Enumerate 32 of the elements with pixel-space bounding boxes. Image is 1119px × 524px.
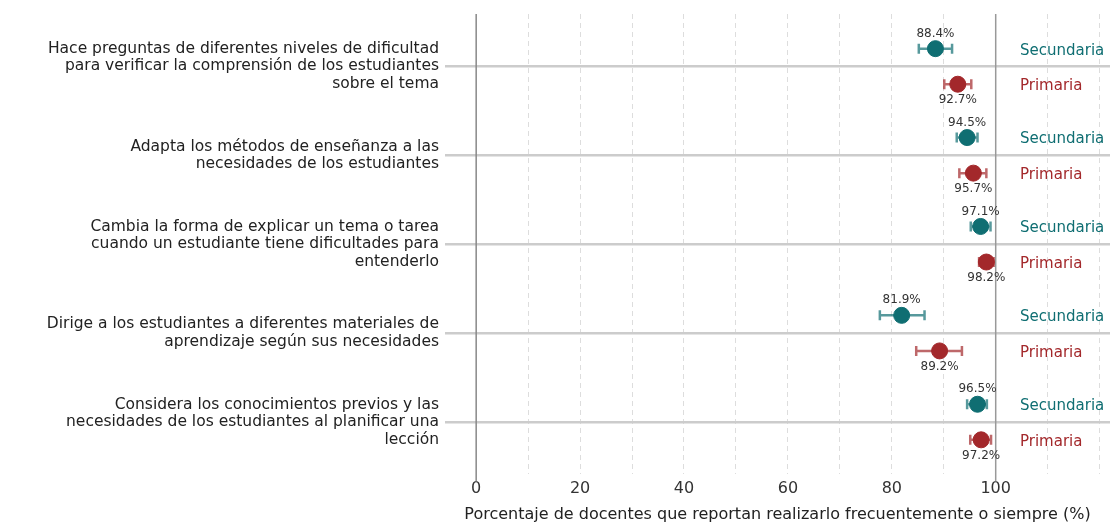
data-label: 81.9% — [882, 292, 921, 307]
data-label: 97.2% — [962, 447, 1001, 462]
text: Primaria — [1020, 431, 1083, 450]
text: Secundaria — [1020, 129, 1105, 148]
text: Secundaria — [1020, 307, 1105, 326]
data-label: 95.7% — [954, 181, 993, 196]
data-label: 96.5% — [958, 381, 997, 396]
y-tick-label: Cambia la forma de explicar un tema o tarea cuando un estudiante tiene dificultades para entenderlo — [90, 216, 439, 270]
text: Secundaria — [1020, 40, 1105, 59]
text: Secundaria — [1020, 218, 1105, 237]
y-tick-label: Hace preguntas de diferentes niveles de dificultad para verificar la comprensión de los estudiantes sobre el tema — [47, 38, 439, 92]
text: Primaria — [1020, 76, 1083, 95]
data-label: 88.4% — [916, 25, 955, 40]
data-label: 98.2% — [967, 270, 1006, 285]
text: Secundaria — [1020, 396, 1105, 415]
text: Primaria — [1020, 165, 1083, 184]
text: Primaria — [1020, 342, 1083, 361]
x-axis-title: Porcentaje de docentes que reportan realizarlo frecuentemente o siempre (%) — [464, 503, 1091, 523]
y-tick-label: Considera los conocimientos previos y las necesidades de los estudiantes al planificar una lección — [66, 394, 439, 448]
data-label: 97.1% — [961, 203, 1000, 218]
series-label: Primaria — [1020, 253, 1083, 272]
x-tick-label: 100 — [980, 478, 1011, 498]
y-tick-label: Dirige a los estudiantes a diferentes materiales de aprendizaje según sus necesidades — [46, 314, 439, 350]
x-tick-label: 60 — [777, 478, 799, 498]
data-label: 92.7% — [938, 92, 977, 107]
data-label: 89.2% — [920, 359, 959, 374]
y-tick-label: Adapta los métodos de enseñanza a las necesidades de los estudiantes — [130, 136, 439, 173]
x-tick-label: 80 — [881, 478, 902, 498]
x-tick-label: 0 — [471, 478, 482, 498]
x-tick-label: 20 — [569, 478, 591, 498]
data-label: 94.5% — [948, 114, 987, 129]
x-tick-label: 40 — [673, 478, 695, 498]
